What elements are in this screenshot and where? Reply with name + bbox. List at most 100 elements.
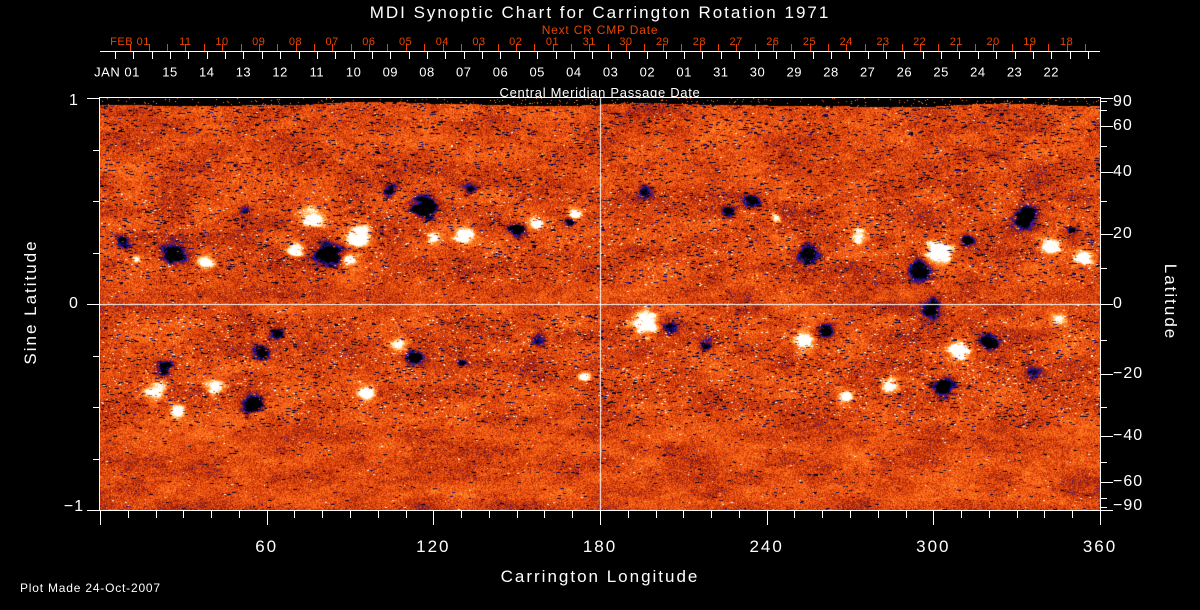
white-date-tick bbox=[1069, 51, 1071, 59]
red-date-tick bbox=[1011, 44, 1013, 51]
red-date-label: 21 bbox=[949, 36, 964, 48]
right-axis-tick bbox=[1100, 101, 1107, 103]
red-date-label: 05 bbox=[398, 36, 413, 48]
bottom-axis-tick bbox=[544, 510, 546, 518]
white-date-tick bbox=[922, 51, 924, 59]
bottom-axis-tick bbox=[738, 510, 740, 518]
red-date-label: 19 bbox=[1023, 36, 1037, 48]
right-axis-tick-label: 0 bbox=[1113, 295, 1123, 312]
white-date-label: 06 bbox=[492, 64, 509, 80]
white-date-label: 09 bbox=[382, 64, 399, 80]
red-date-tick bbox=[589, 44, 591, 51]
white-date-tick bbox=[298, 51, 300, 59]
red-date-tick bbox=[901, 44, 903, 51]
bottom-axis-tick-label: 240 bbox=[749, 537, 784, 556]
right-axis-tick bbox=[1100, 98, 1113, 99]
right-axis-tick bbox=[1100, 461, 1107, 463]
bottom-axis-tick bbox=[322, 510, 324, 518]
red-date-tick bbox=[736, 44, 738, 51]
white-date-label: 08 bbox=[419, 64, 435, 80]
bottom-axis-tick bbox=[683, 510, 685, 518]
white-date-tick bbox=[151, 51, 153, 59]
red-date-label: 08 bbox=[288, 36, 303, 48]
left-axis-tick-label: 0 bbox=[69, 295, 79, 312]
white-date-tick bbox=[720, 51, 722, 59]
white-date-tick bbox=[243, 51, 245, 59]
bottom-axis-tick-label: 60 bbox=[255, 537, 279, 556]
next-cr-cmp-date-label: Next CR CMP Date bbox=[541, 23, 659, 37]
red-date-label: 22 bbox=[913, 36, 927, 48]
left-axis-tick bbox=[93, 407, 100, 408]
right-axis-tick-label: 90 bbox=[1113, 93, 1133, 110]
red-date-tick bbox=[497, 44, 499, 51]
left-axis-tick-label: 1 bbox=[69, 92, 79, 109]
right-axis-tick bbox=[1100, 233, 1113, 235]
white-date-tick bbox=[390, 51, 392, 59]
red-date-label: 29 bbox=[656, 36, 670, 48]
red-date-tick bbox=[277, 44, 279, 51]
white-date-label: 10 bbox=[345, 64, 362, 80]
white-date-tick bbox=[684, 51, 686, 59]
right-axis-title: Latitude bbox=[1161, 263, 1180, 341]
white-date-tick bbox=[1051, 51, 1053, 59]
red-date-tick bbox=[846, 44, 848, 51]
left-axis-tick bbox=[93, 149, 100, 151]
bottom-axis-tick bbox=[1072, 510, 1074, 518]
white-date-tick bbox=[573, 51, 575, 59]
cmp-date-axis-title: Central Meridian Passage Date bbox=[499, 85, 701, 100]
red-date-tick bbox=[387, 44, 389, 51]
white-date-label: 28 bbox=[823, 64, 839, 80]
red-date-tick bbox=[681, 44, 683, 51]
red-month-label: FEB 01 bbox=[110, 36, 150, 48]
red-date-tick bbox=[222, 44, 224, 51]
bottom-axis-tick bbox=[711, 510, 713, 518]
red-date-tick bbox=[130, 44, 132, 51]
white-date-label: 05 bbox=[529, 64, 545, 80]
white-date-tick bbox=[261, 51, 263, 59]
right-axis-tick bbox=[1100, 374, 1113, 376]
bottom-axis-tick bbox=[794, 510, 796, 518]
right-axis-tick bbox=[1100, 268, 1107, 270]
white-date-label: 11 bbox=[309, 64, 325, 80]
red-date-label: 11 bbox=[179, 36, 192, 48]
red-date-label: 25 bbox=[802, 36, 817, 48]
red-date-label: 23 bbox=[876, 36, 890, 48]
bottom-axis-tick bbox=[211, 510, 213, 518]
white-date-label: 15 bbox=[162, 64, 178, 80]
left-axis-tick bbox=[93, 252, 100, 254]
white-date-tick bbox=[959, 51, 961, 59]
red-date-tick bbox=[662, 44, 664, 51]
white-date-tick bbox=[830, 51, 832, 59]
right-axis-tick bbox=[1100, 407, 1107, 408]
white-date-tick bbox=[794, 51, 796, 59]
red-date-tick bbox=[699, 44, 701, 51]
white-date-tick bbox=[996, 51, 998, 59]
red-date-tick bbox=[919, 44, 921, 51]
left-axis-tick bbox=[93, 355, 100, 357]
bottom-axis-tick-label: 180 bbox=[582, 537, 618, 556]
right-axis-tick-label: 40 bbox=[1113, 162, 1133, 180]
bottom-axis-tick bbox=[155, 510, 157, 518]
right-axis-tick bbox=[1100, 125, 1113, 127]
bottom-axis-tick bbox=[127, 510, 129, 518]
red-date-tick bbox=[974, 44, 976, 51]
white-date-label: 01 bbox=[676, 64, 692, 80]
left-axis-tick bbox=[87, 304, 100, 305]
red-date-tick bbox=[203, 44, 205, 51]
bottom-axis-tick bbox=[905, 510, 907, 518]
white-date-tick bbox=[537, 51, 539, 59]
bottom-axis-tick bbox=[850, 510, 851, 518]
white-date-tick bbox=[133, 51, 135, 59]
red-date-label: 26 bbox=[766, 36, 780, 48]
right-axis-tick-label: −90 bbox=[1113, 497, 1144, 514]
white-date-tick bbox=[849, 51, 851, 59]
bottom-axis-tick bbox=[461, 510, 463, 518]
red-date-tick bbox=[240, 44, 242, 51]
red-date-tick bbox=[185, 44, 187, 51]
white-date-tick bbox=[867, 51, 869, 59]
red-date-tick bbox=[424, 44, 426, 51]
right-axis-tick-label: −40 bbox=[1113, 427, 1144, 445]
red-date-tick bbox=[314, 44, 315, 51]
red-date-tick bbox=[258, 44, 260, 51]
red-date-tick bbox=[148, 44, 150, 51]
